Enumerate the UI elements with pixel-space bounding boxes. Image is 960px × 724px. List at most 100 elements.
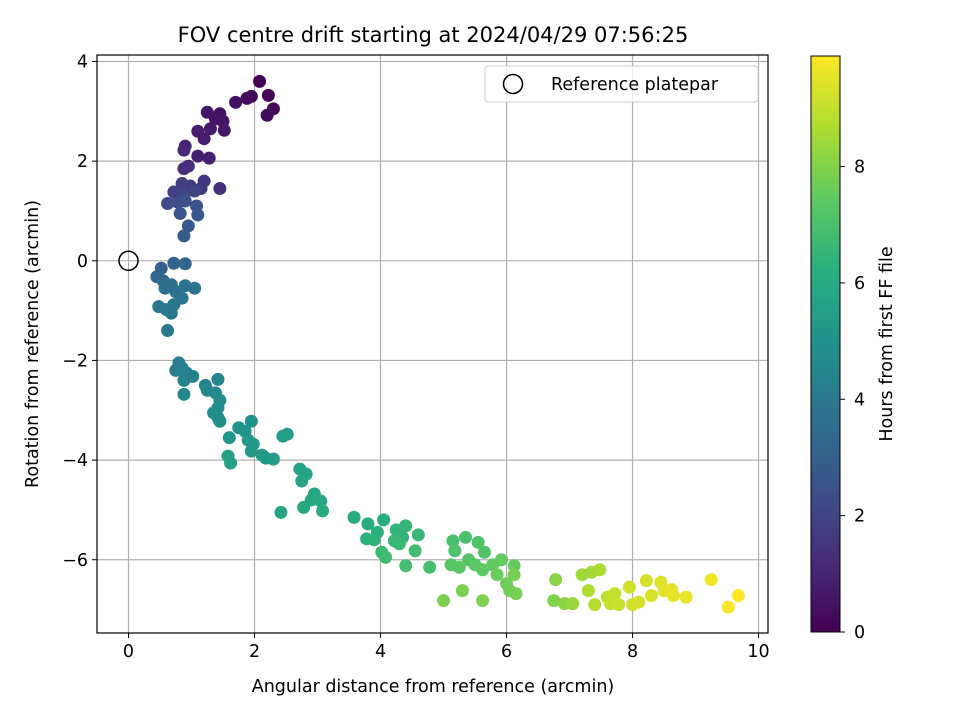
data-point bbox=[229, 95, 243, 109]
x-axis-ticks: 0 2 4 6 8 10 bbox=[123, 633, 770, 662]
data-point bbox=[593, 563, 607, 577]
data-point bbox=[253, 74, 267, 88]
data-point bbox=[549, 573, 563, 587]
data-point bbox=[169, 363, 183, 377]
plot-frame bbox=[96, 54, 769, 634]
data-point bbox=[471, 535, 485, 549]
data-point bbox=[379, 550, 393, 564]
data-point bbox=[280, 427, 294, 441]
data-point bbox=[392, 537, 406, 551]
data-point bbox=[244, 444, 258, 458]
data-point bbox=[175, 177, 189, 191]
data-point bbox=[361, 517, 375, 531]
y-axis-label: Rotation from reference (arcmin) bbox=[23, 200, 43, 488]
data-point bbox=[622, 580, 636, 594]
reference-point-marker bbox=[118, 250, 139, 272]
data-point bbox=[608, 587, 622, 601]
data-point bbox=[411, 528, 425, 542]
chart-title: FOV centre drift starting at 2024/04/29 … bbox=[178, 23, 689, 47]
data-point bbox=[679, 590, 693, 604]
data-point bbox=[167, 256, 181, 270]
data-point bbox=[547, 594, 561, 608]
colorbar-tick-label: 2 bbox=[854, 507, 865, 527]
data-point bbox=[423, 560, 437, 574]
x-tick-label: 10 bbox=[747, 642, 769, 662]
data-point bbox=[446, 534, 460, 548]
data-point bbox=[704, 573, 718, 587]
data-point bbox=[181, 219, 195, 233]
data-point bbox=[632, 595, 646, 609]
data-point bbox=[261, 88, 275, 102]
data-point bbox=[177, 162, 191, 176]
data-point bbox=[316, 504, 330, 518]
colorbar: 0 2 4 6 8 Hours from first FF file bbox=[810, 55, 897, 643]
y-tick-label: −6 bbox=[62, 551, 88, 571]
data-point bbox=[213, 414, 227, 428]
data-point bbox=[222, 431, 236, 445]
data-point bbox=[377, 513, 391, 527]
data-point bbox=[566, 597, 580, 611]
colorbar-tick-label: 0 bbox=[854, 623, 865, 643]
data-point bbox=[200, 105, 214, 119]
data-point bbox=[507, 568, 521, 582]
data-point bbox=[731, 589, 745, 603]
y-tick-label: −2 bbox=[62, 351, 88, 371]
data-point bbox=[173, 206, 187, 220]
data-point bbox=[161, 196, 175, 210]
data-point bbox=[213, 182, 227, 196]
colorbar-gradient bbox=[810, 55, 841, 633]
data-point bbox=[191, 149, 205, 163]
data-point bbox=[666, 589, 680, 603]
y-axis-ticks: −6 −4 −2 0 2 4 bbox=[62, 52, 97, 571]
data-point bbox=[399, 559, 413, 573]
data-point bbox=[240, 91, 254, 105]
data-point bbox=[178, 194, 192, 208]
data-point bbox=[177, 373, 191, 387]
data-point bbox=[452, 560, 466, 574]
data-point bbox=[177, 387, 191, 401]
data-point bbox=[476, 563, 490, 577]
data-point bbox=[224, 456, 238, 470]
grid-lines bbox=[97, 55, 768, 633]
x-tick-label: 0 bbox=[123, 642, 134, 662]
y-tick-label: −4 bbox=[62, 451, 88, 471]
data-point bbox=[455, 584, 469, 598]
colorbar-ticks: 0 2 4 6 8 bbox=[840, 158, 865, 643]
data-point bbox=[490, 568, 504, 582]
data-point bbox=[177, 229, 191, 243]
data-point bbox=[244, 414, 258, 428]
colorbar-tick-label: 8 bbox=[854, 158, 865, 178]
data-point bbox=[367, 533, 381, 547]
data-point bbox=[494, 553, 508, 567]
data-point bbox=[297, 500, 311, 514]
data-point bbox=[211, 372, 225, 386]
data-point bbox=[161, 324, 175, 338]
x-tick-label: 6 bbox=[501, 642, 512, 662]
data-point bbox=[164, 306, 178, 320]
data-point bbox=[178, 257, 192, 271]
data-point bbox=[167, 185, 181, 199]
data-point bbox=[202, 151, 216, 165]
data-point bbox=[509, 587, 523, 601]
x-tick-label: 8 bbox=[627, 642, 638, 662]
data-point bbox=[459, 530, 473, 544]
data-point bbox=[721, 600, 735, 614]
data-point bbox=[177, 143, 191, 157]
colorbar-label: Hours from first FF file bbox=[877, 246, 897, 441]
legend-label: Reference platepar bbox=[551, 75, 719, 95]
data-point bbox=[644, 589, 658, 603]
data-point bbox=[347, 510, 361, 524]
y-tick-label: 4 bbox=[77, 52, 88, 72]
data-point bbox=[448, 544, 462, 558]
legend-box bbox=[484, 65, 759, 103]
colorbar-tick-label: 6 bbox=[854, 274, 865, 294]
data-point bbox=[191, 208, 205, 222]
data-points bbox=[118, 74, 745, 614]
x-tick-label: 4 bbox=[375, 642, 386, 662]
data-point bbox=[158, 281, 172, 295]
data-point bbox=[477, 545, 491, 559]
data-point bbox=[197, 132, 211, 146]
y-tick-label: 0 bbox=[77, 252, 88, 272]
y-tick-label: 2 bbox=[77, 152, 88, 172]
